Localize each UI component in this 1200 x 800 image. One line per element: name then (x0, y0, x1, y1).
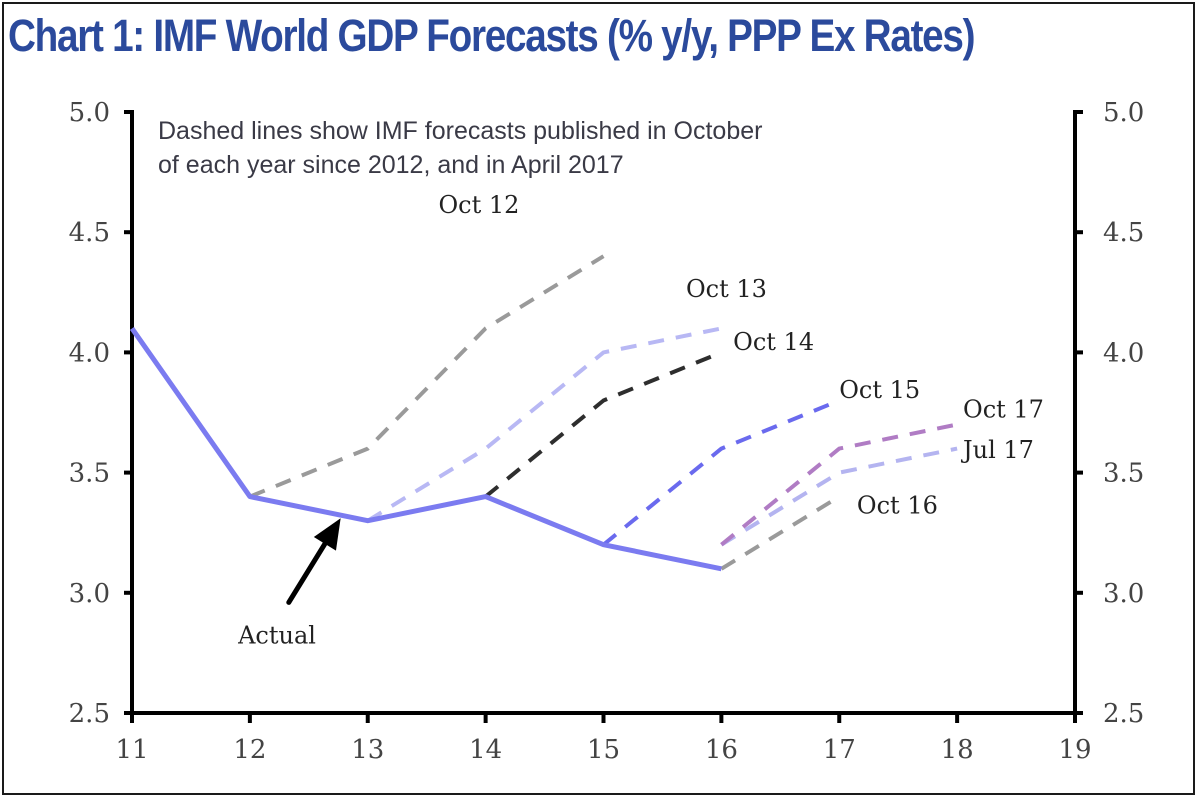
series-line-oct-14 (484, 350, 723, 499)
label-oct-14: Oct 14 (733, 328, 814, 356)
series-line-oct-12 (249, 254, 605, 499)
x-tick-label: 14 (469, 735, 502, 765)
y-tick-label-right: 4.0 (1103, 338, 1144, 368)
x-tick-label: 13 (351, 735, 384, 765)
label-oct-13: Oct 13 (686, 275, 767, 303)
y-tick-label-left: 4.5 (69, 218, 110, 248)
series-group (129, 254, 958, 572)
labels-group: Oct 12 Oct 13 Oct 14 Oct 15 Oct 17 Jul 17 Oct … (237, 191, 1044, 649)
axes: 2.5 3.0 3.5 4.0 4.5 5.0 2.5 3.0 3.5 4.0 4.5 5.0 11 12… (69, 98, 1145, 765)
x-tick-label: 18 (941, 735, 974, 765)
label-oct-15: Oct 15 (839, 376, 920, 404)
x-tick-label: 15 (587, 735, 620, 765)
note-line-2: of each year since 2012, and in April 20… (158, 151, 624, 179)
y-tick-label-left: 4.0 (69, 338, 110, 368)
x-tick-label: 19 (1058, 735, 1091, 765)
series-line-oct-15 (602, 398, 841, 547)
note-line-1: Dashed lines show IMF forecasts publishe… (158, 117, 762, 145)
y-tick-label-left: 3.5 (69, 459, 110, 489)
x-tick-label: 17 (823, 735, 856, 765)
label-oct-16: Oct 16 (857, 491, 938, 519)
label-oct-12: Oct 12 (438, 191, 519, 219)
arrow-head-icon (313, 518, 341, 551)
series-line-oct-16 (720, 494, 841, 571)
series-line-actual (129, 326, 722, 572)
series-line-oct-17 (720, 422, 958, 547)
y-tick-label-right: 4.5 (1103, 218, 1144, 248)
label-actual: Actual (237, 621, 316, 649)
y-tick-label-right: 3.0 (1103, 579, 1144, 609)
x-tick-label: 12 (233, 735, 266, 765)
y-tick-label-left: 3.0 (69, 579, 110, 609)
x-tick-label: 11 (115, 735, 148, 765)
label-oct-17: Oct 17 (963, 395, 1044, 423)
chart-title: Chart 1: IMF World GDP Forecasts (% y/y,… (8, 10, 976, 61)
y-tick-label-right: 5.0 (1103, 98, 1144, 128)
x-tick-label: 16 (705, 735, 738, 765)
y-tick-label-left: 5.0 (69, 98, 110, 128)
label-jul-17: Jul 17 (960, 436, 1034, 464)
series-line-oct-13 (366, 326, 722, 523)
y-tick-label-left: 2.5 (69, 699, 110, 729)
y-tick-label-right: 2.5 (1103, 699, 1144, 729)
arrow-shaft (286, 541, 328, 605)
y-tick-label-right: 3.5 (1103, 459, 1144, 489)
